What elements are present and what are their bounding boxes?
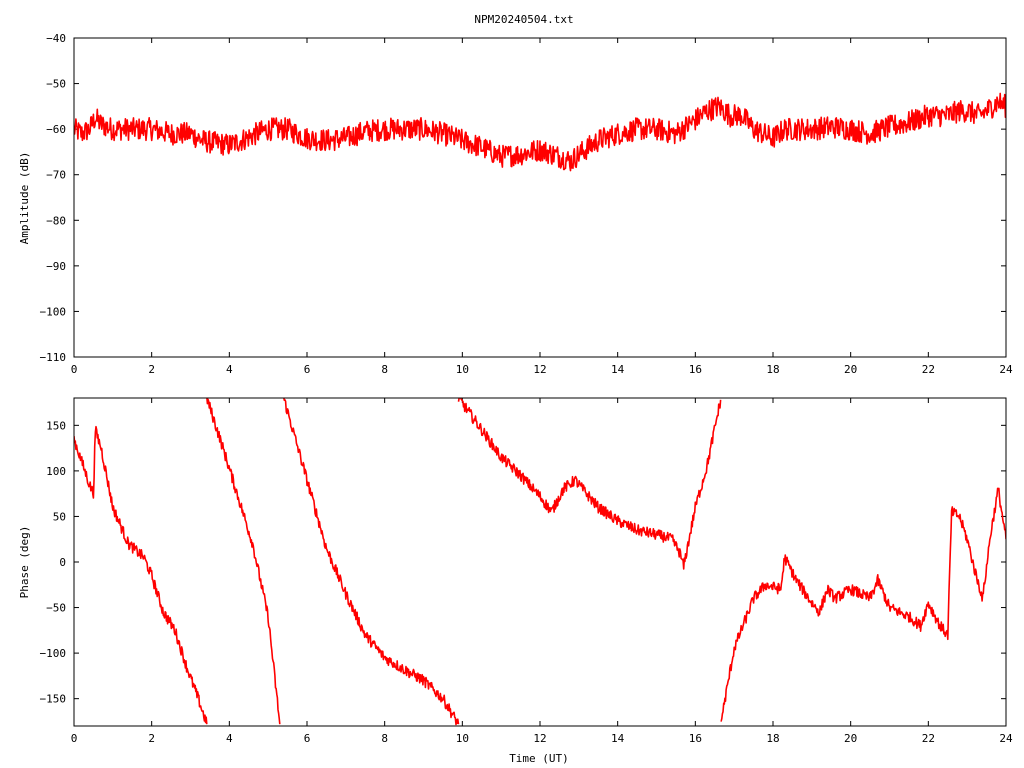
amplitude-y-tick-label: −90: [46, 260, 66, 273]
phase-x-tick-label: 22: [922, 732, 935, 745]
amplitude-plot-frame: [73, 37, 1007, 358]
amplitude-x-tick-label: 22: [922, 363, 935, 376]
phase-x-tick-label: 4: [226, 732, 233, 745]
amplitude-x-tick-label: 18: [766, 363, 779, 376]
phase-series-line: [457, 398, 722, 570]
phase-series: [74, 398, 1006, 726]
amplitude-y-tick-label: −40: [46, 32, 66, 45]
amplitude-y-tick-label: −70: [46, 169, 66, 182]
phase-x-tick-label: 6: [304, 732, 311, 745]
amplitude-y-tick-label: −60: [46, 123, 66, 136]
phase-x-tick-label: 2: [148, 732, 155, 745]
phase-y-tick-label: −100: [40, 647, 67, 660]
amplitude-x-tick-label: 0: [71, 363, 78, 376]
amplitude-y-axis-label: Amplitude (dB): [18, 152, 31, 245]
phase-panel: Phase (deg) Time (UT) 0 2 4 6 8 10 12 14 16 18 20 2…: [18, 397, 1013, 765]
phase-ticks: 0 2 4 6 8 10 12 14 16 18 20 22 24150100500−50−100−15…: [40, 398, 1013, 745]
phase-y-tick-label: −150: [40, 693, 67, 706]
phase-plot-frame: [73, 397, 1007, 727]
phase-y-tick-label: −50: [46, 602, 66, 615]
amplitude-y-tick-label: −110: [40, 351, 67, 364]
amplitude-y-tick-label: −100: [40, 305, 67, 318]
amplitude-x-tick-label: 10: [456, 363, 469, 376]
amplitude-x-tick-label: 14: [611, 363, 625, 376]
phase-x-tick-label: 18: [766, 732, 779, 745]
phase-y-tick-label: 0: [59, 556, 66, 569]
amplitude-y-tick-label: −50: [46, 78, 66, 91]
phase-x-tick-label: 20: [844, 732, 857, 745]
amplitude-x-tick-label: 4: [226, 363, 233, 376]
amplitude-x-tick-label: 2: [148, 363, 155, 376]
phase-y-axis-label: Phase (deg): [18, 526, 31, 599]
phase-y-tick-label: 150: [46, 419, 66, 432]
amplitude-x-tick-label: 20: [844, 363, 857, 376]
phase-y-tick-label: 50: [53, 510, 66, 523]
phase-x-tick-label: 12: [533, 732, 546, 745]
amplitude-series: [74, 92, 1006, 172]
amplitude-ticks: 0 2 4 6 8 10 12 14 16 18 20 22 24−40−50−60−70−80−90−…: [40, 32, 1013, 376]
phase-x-tick-label: 24: [999, 732, 1013, 745]
phase-series-line: [720, 487, 1006, 722]
phase-series-line: [74, 425, 208, 725]
phase-y-tick-label: 100: [46, 465, 66, 478]
phase-x-tick-label: 8: [381, 732, 388, 745]
amplitude-x-tick-label: 8: [381, 363, 388, 376]
chart-title: NPM20240504.txt: [474, 13, 573, 26]
amplitude-x-tick-label: 6: [304, 363, 311, 376]
amplitude-panel: NPM20240504.txt Amplitude (dB) 0 2 4 6 8 10 12…: [18, 13, 1013, 376]
phase-series-line: [283, 398, 460, 726]
phase-x-axis-label: Time (UT): [509, 752, 569, 765]
phase-x-tick-label: 0: [71, 732, 78, 745]
phase-x-tick-label: 14: [611, 732, 625, 745]
amplitude-series-line: [74, 92, 1006, 172]
amplitude-x-tick-label: 24: [999, 363, 1013, 376]
phase-series-line: [206, 398, 281, 725]
phase-x-tick-label: 16: [689, 732, 702, 745]
amplitude-x-tick-label: 12: [533, 363, 546, 376]
phase-x-tick-label: 10: [456, 732, 469, 745]
amplitude-y-tick-label: −80: [46, 214, 66, 227]
amplitude-x-tick-label: 16: [689, 363, 702, 376]
